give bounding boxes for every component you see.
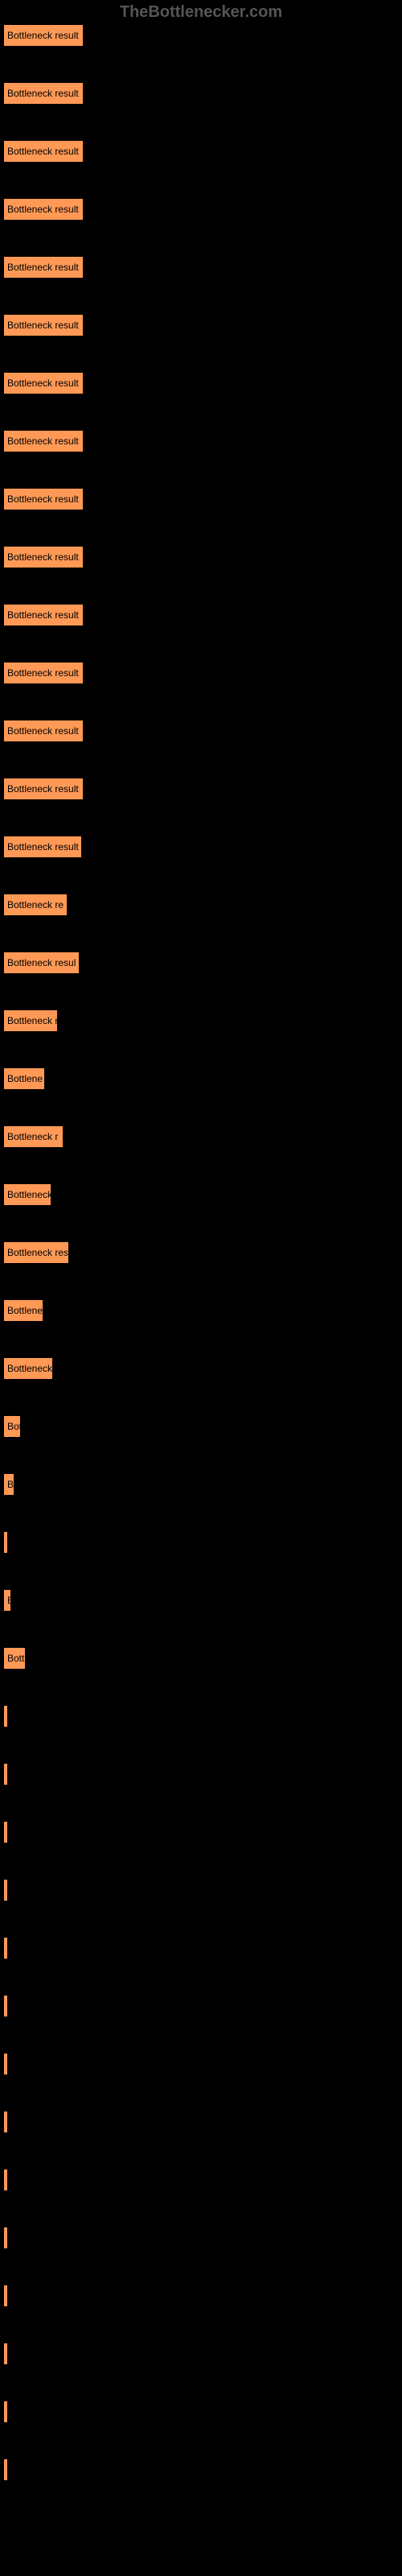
chart-row xyxy=(3,1821,399,1843)
chart-row xyxy=(3,1995,399,2017)
chart-row: Bottleneck result xyxy=(3,256,399,279)
chart-row: Bottleneck xyxy=(3,1357,399,1380)
chart-bar: Bottleneck result xyxy=(3,314,84,336)
chart-row: Bottleneck re xyxy=(3,894,399,916)
chart-bar xyxy=(3,1879,8,1901)
chart-row xyxy=(3,2401,399,2423)
chart-row: B xyxy=(3,1473,399,1496)
chart-row: Bottleneck resul xyxy=(3,952,399,974)
chart-row: Bottleneck result xyxy=(3,662,399,684)
bottleneck-chart: Bottleneck result Bottleneck result Bottle… xyxy=(0,24,402,2481)
chart-bar xyxy=(3,1937,8,1959)
chart-row: Bot xyxy=(3,1415,399,1438)
chart-bar: Bottleneck result xyxy=(3,140,84,163)
chart-bar xyxy=(3,2343,8,2365)
chart-row: Bottleneck result xyxy=(3,430,399,452)
chart-bar: Bottleneck xyxy=(3,1183,51,1206)
chart-bar: Bottleneck result xyxy=(3,82,84,105)
chart-row xyxy=(3,2053,399,2075)
chart-row xyxy=(3,1763,399,1785)
chart-bar xyxy=(3,2227,8,2249)
chart-bar: Bottleneck resul xyxy=(3,952,80,974)
chart-bar: Bottleneck result xyxy=(3,256,84,279)
chart-bar xyxy=(3,1821,8,1843)
chart-bar: Bottleneck r xyxy=(3,1009,58,1032)
chart-row xyxy=(3,1531,399,1554)
chart-bar: Bottleneck result xyxy=(3,488,84,510)
chart-bar: Bottleneck result xyxy=(3,372,84,394)
chart-row xyxy=(3,1879,399,1901)
chart-bar xyxy=(3,1705,8,1728)
chart-row: Bottleneck res xyxy=(3,1241,399,1264)
chart-row xyxy=(3,1705,399,1728)
chart-bar xyxy=(3,2285,8,2307)
chart-row: Bottleneck result xyxy=(3,372,399,394)
chart-bar: B xyxy=(3,1589,11,1612)
chart-bar xyxy=(3,2169,8,2191)
chart-bar: Bottleneck result xyxy=(3,604,84,626)
chart-row: Bottleneck result xyxy=(3,24,399,47)
chart-row xyxy=(3,2285,399,2307)
chart-row: Bottleneck xyxy=(3,1183,399,1206)
chart-row xyxy=(3,2111,399,2133)
chart-bar: Bottleneck result xyxy=(3,778,84,800)
chart-bar: Bottl xyxy=(3,1647,26,1670)
chart-row: Bottleneck result xyxy=(3,836,399,858)
chart-row: Bottleneck r xyxy=(3,1009,399,1032)
chart-row: Bottleneck result xyxy=(3,546,399,568)
chart-bar: Bottleneck result xyxy=(3,836,82,858)
chart-row: Bottleneck r xyxy=(3,1125,399,1148)
chart-row xyxy=(3,1937,399,1959)
chart-bar xyxy=(3,2053,8,2075)
chart-bar: Bottlene xyxy=(3,1067,45,1090)
chart-row xyxy=(3,2169,399,2191)
chart-bar: Bottleneck result xyxy=(3,662,84,684)
chart-bar xyxy=(3,2401,8,2423)
chart-row: B xyxy=(3,1589,399,1612)
chart-bar: Bottleneck res xyxy=(3,1241,69,1264)
chart-bar: Bottleneck result xyxy=(3,720,84,742)
chart-bar xyxy=(3,2111,8,2133)
chart-row xyxy=(3,2343,399,2365)
chart-bar: Bottleneck result xyxy=(3,198,84,221)
chart-bar: Bottleneck r xyxy=(3,1125,64,1148)
chart-bar: Bottleneck result xyxy=(3,546,84,568)
chart-row: Bottleneck result xyxy=(3,778,399,800)
chart-row: Bottleneck result xyxy=(3,314,399,336)
site-header: TheBottlenecker.com xyxy=(120,3,282,22)
chart-bar: Bottleneck xyxy=(3,1357,53,1380)
chart-bar xyxy=(3,1531,8,1554)
chart-bar xyxy=(3,1995,8,2017)
chart-row: Bottleneck result xyxy=(3,198,399,221)
chart-bar xyxy=(3,2458,8,2481)
chart-row: Bottleneck result xyxy=(3,82,399,105)
chart-row xyxy=(3,2227,399,2249)
chart-row: Bottleneck result xyxy=(3,604,399,626)
chart-row: Bottlene xyxy=(3,1299,399,1322)
chart-row: Bottleneck result xyxy=(3,488,399,510)
chart-bar: Bottlene xyxy=(3,1299,43,1322)
chart-bar: Bot xyxy=(3,1415,21,1438)
chart-bar xyxy=(3,1763,8,1785)
chart-bar: Bottleneck result xyxy=(3,24,84,47)
chart-row xyxy=(3,2458,399,2481)
chart-bar: B xyxy=(3,1473,14,1496)
chart-row: Bottleneck result xyxy=(3,720,399,742)
chart-row: Bottlene xyxy=(3,1067,399,1090)
chart-bar: Bottleneck result xyxy=(3,430,84,452)
chart-row: Bottleneck result xyxy=(3,140,399,163)
chart-row: Bottl xyxy=(3,1647,399,1670)
chart-bar: Bottleneck re xyxy=(3,894,68,916)
